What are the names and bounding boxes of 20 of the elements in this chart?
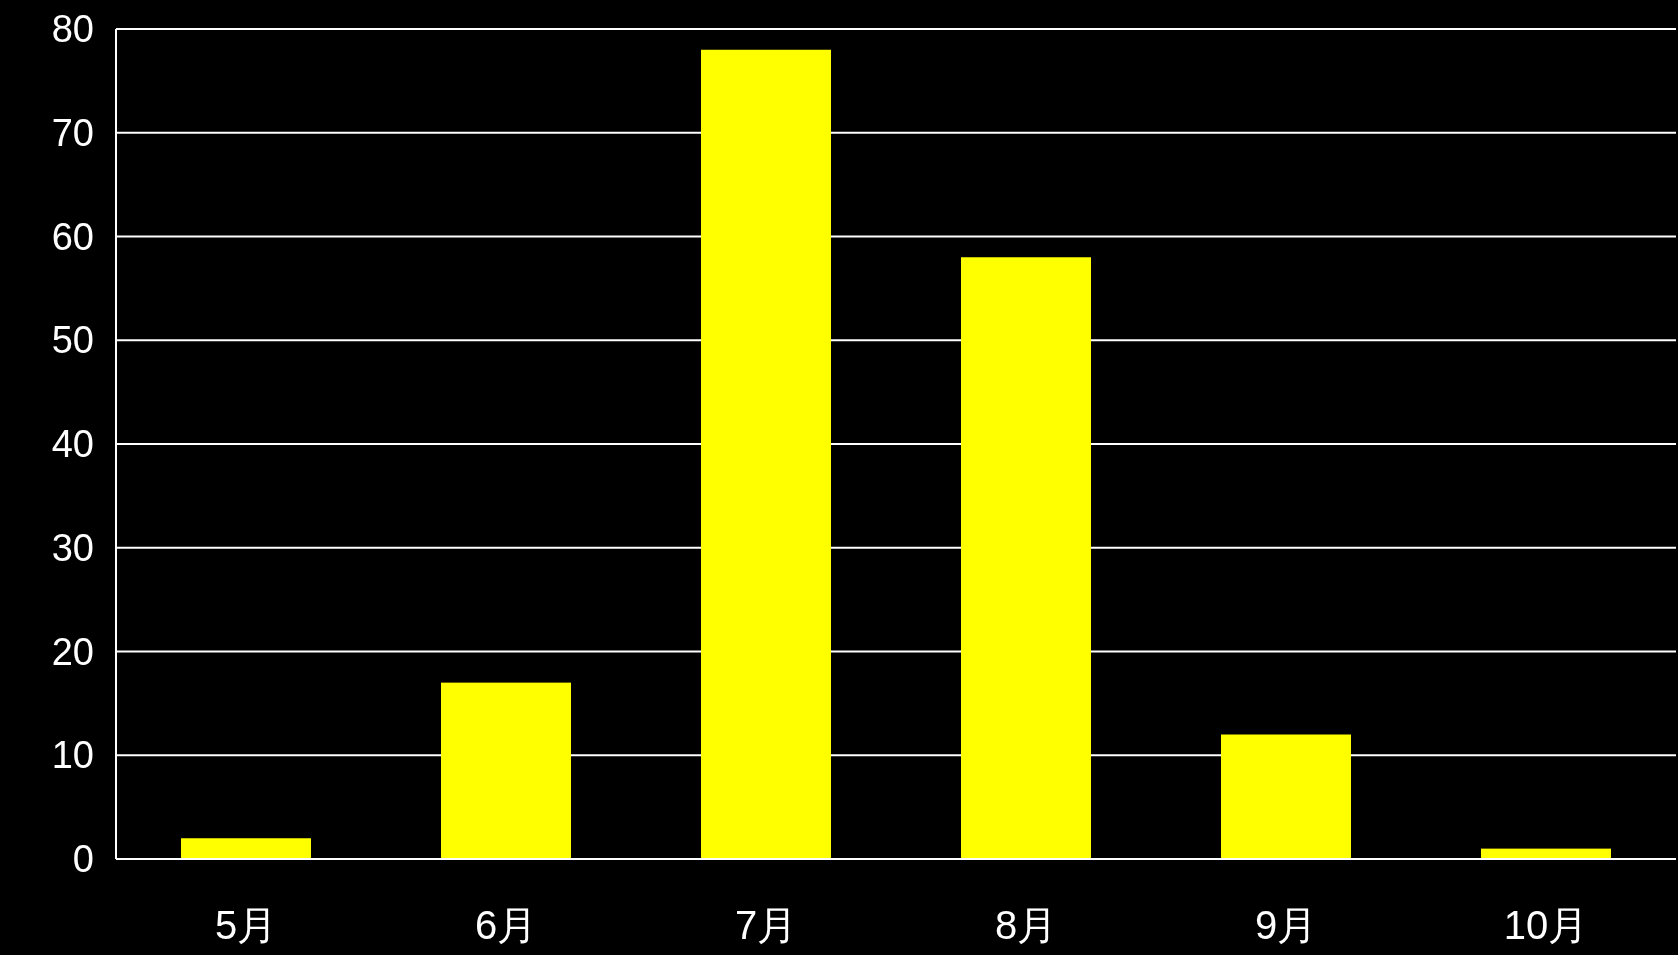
y-tick-label: 50: [51, 319, 94, 362]
bar: [181, 838, 311, 859]
bar: [1221, 734, 1351, 859]
bar: [961, 257, 1091, 859]
x-tick-label: 5月: [214, 903, 278, 947]
x-tick-label: 7月: [734, 903, 798, 947]
bar: [441, 682, 571, 859]
y-tick-label: 80: [51, 8, 94, 50]
x-tick-label: 8月: [994, 903, 1058, 947]
y-tick-label: 70: [51, 111, 94, 154]
x-tick-label: 6月: [474, 903, 538, 947]
y-tick-label: 40: [51, 423, 94, 465]
y-tick-label: 0: [72, 838, 94, 880]
y-tick-label: 30: [51, 526, 94, 569]
x-tick-label: 9月: [1254, 903, 1318, 947]
y-tick-label: 10: [51, 734, 94, 777]
y-tick-label: 20: [51, 630, 94, 673]
y-tick-label: 60: [51, 215, 94, 258]
bar: [701, 49, 831, 859]
x-tick-label: 10月: [1503, 903, 1589, 947]
